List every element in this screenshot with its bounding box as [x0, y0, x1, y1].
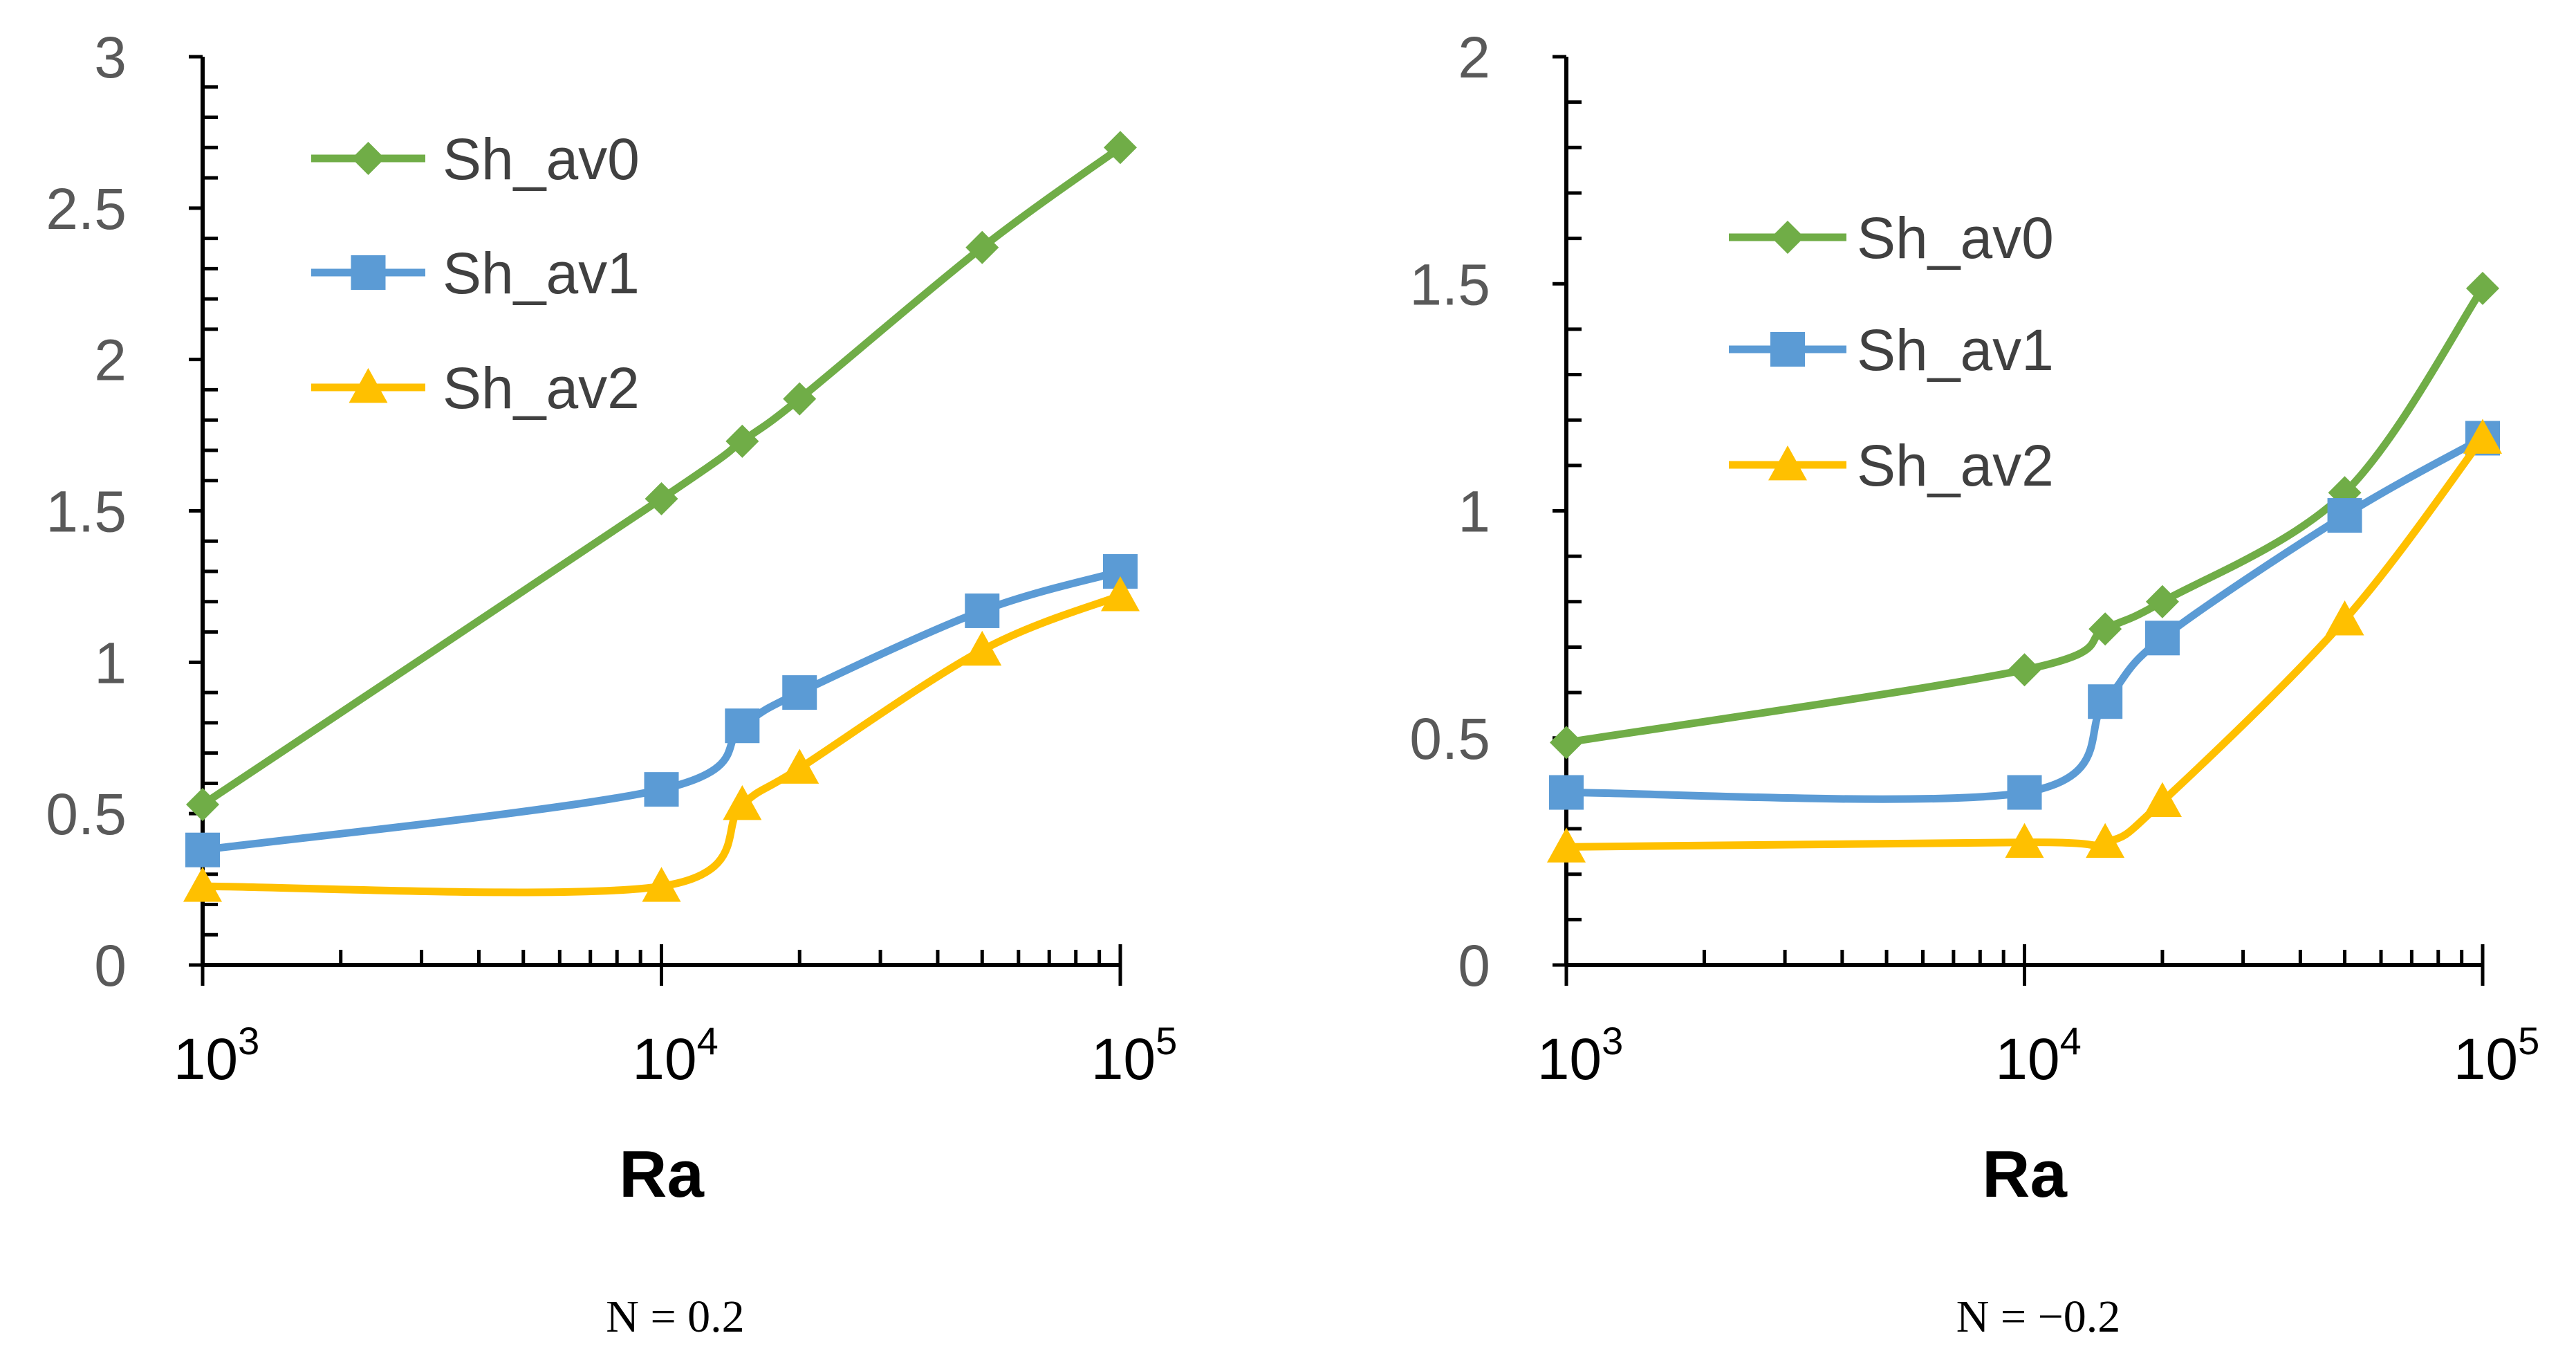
data-point-Sh_av0	[2145, 585, 2179, 618]
data-point-Sh_av2	[963, 630, 1002, 666]
y-tick-label: 0.5	[1409, 706, 1490, 771]
x-axis-title: Ra	[1982, 1137, 2067, 1211]
legend-marker	[351, 142, 385, 175]
data-point-Sh_av0	[2088, 612, 2122, 646]
y-tick-label: 1	[94, 630, 127, 695]
legend-label: Sh_av2	[443, 356, 640, 421]
x-tick-label: 105	[2454, 1019, 2540, 1092]
data-point-Sh_av0	[186, 788, 219, 822]
panel-caption: N = 0.2	[606, 1292, 744, 1342]
data-point-Sh_av0	[1550, 726, 1583, 760]
data-point-Sh_av0	[2466, 271, 2499, 305]
legend-marker	[1771, 221, 1804, 254]
y-tick-label: 2	[1458, 25, 1490, 90]
y-tick-label: 1	[1458, 479, 1490, 544]
legend-label: Sh_av1	[443, 241, 640, 306]
x-tick-label: 105	[1091, 1019, 1178, 1092]
data-point-Sh_av0	[645, 481, 678, 515]
legend-label: Sh_av1	[1857, 318, 2054, 383]
data-point-Sh_av0	[2008, 653, 2041, 687]
y-tick-label: 3	[94, 25, 127, 90]
data-point-Sh_av1	[1549, 775, 1584, 810]
data-point-Sh_av1	[2144, 621, 2180, 656]
data-point-Sh_av2	[2005, 823, 2044, 858]
y-tick-label: 1.5	[46, 479, 127, 544]
panel-caption: N = −0.2	[1956, 1292, 2121, 1342]
chart-panel-2: 0 0.5 1 1.5 2 103 104 105 Ra Sh_av0 Sh_av1 Sh_av2 N …	[1409, 25, 2539, 1342]
x-tick-label: 104	[1995, 1019, 2082, 1092]
y-tick-label: 0	[1458, 933, 1490, 998]
data-point-Sh_av2	[2086, 823, 2125, 858]
y-tick-label: 0.5	[46, 782, 127, 847]
data-point-Sh_av0	[965, 230, 999, 264]
legend-label: Sh_av0	[443, 127, 640, 192]
y-tick-label: 0	[94, 933, 127, 998]
y-tick-label: 2	[94, 328, 127, 393]
data-point-Sh_av1	[2088, 684, 2123, 719]
data-point-Sh_av2	[1547, 827, 1586, 863]
data-point-Sh_av2	[780, 748, 819, 784]
data-point-Sh_av1	[2327, 498, 2362, 533]
series-line-Sh_av2	[1562, 434, 2487, 851]
data-point-Sh_av0	[725, 424, 759, 458]
data-point-Sh_av1	[2007, 775, 2042, 810]
data-point-Sh_av2	[2142, 782, 2182, 818]
series-line-Sh_av0	[1562, 284, 2487, 746]
data-point-Sh_av0	[1104, 131, 1137, 165]
data-point-Sh_av0	[783, 382, 817, 416]
data-point-Sh_av2	[1101, 576, 1140, 612]
legend-marker	[351, 255, 386, 290]
data-point-Sh_av2	[642, 867, 681, 902]
data-point-Sh_av2	[723, 785, 762, 820]
x-tick-label: 103	[1537, 1019, 1624, 1092]
data-point-Sh_av1	[725, 708, 760, 744]
x-axis-title: Ra	[619, 1137, 704, 1211]
data-point-Sh_av2	[2463, 419, 2502, 454]
y-tick-label: 2.5	[46, 176, 127, 241]
x-tick-label: 103	[174, 1019, 260, 1092]
y-tick-label: 1.5	[1409, 252, 1490, 317]
data-point-Sh_av2	[183, 867, 222, 902]
data-point-Sh_av1	[782, 675, 817, 710]
data-point-Sh_av1	[185, 832, 220, 867]
legend-marker	[1770, 332, 1805, 367]
chart-panel-1: 0 0.5 1 1.5 2 2.5 3 103 104 105 Ra Sh_av0 Sh_av1 Sh_a…	[46, 25, 1177, 1342]
data-point-Sh_av1	[644, 772, 679, 807]
x-tick-label: 104	[632, 1019, 719, 1092]
legend-marker	[349, 368, 388, 403]
legend-label: Sh_av0	[1857, 205, 2054, 270]
data-point-Sh_av2	[2325, 600, 2364, 636]
legend-marker	[1768, 445, 1807, 481]
data-point-Sh_av1	[965, 593, 1000, 628]
legend-label: Sh_av2	[1857, 433, 2054, 498]
